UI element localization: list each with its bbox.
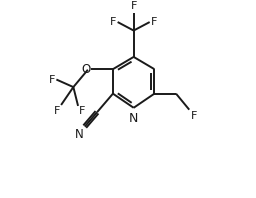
Text: F: F: [151, 17, 157, 27]
Text: F: F: [131, 1, 137, 11]
Text: F: F: [79, 107, 86, 116]
Text: N: N: [74, 128, 83, 141]
Text: F: F: [110, 17, 116, 27]
Text: F: F: [54, 106, 60, 116]
Text: F: F: [190, 111, 197, 121]
Text: F: F: [49, 74, 55, 85]
Text: N: N: [129, 112, 138, 125]
Text: O: O: [81, 63, 90, 76]
